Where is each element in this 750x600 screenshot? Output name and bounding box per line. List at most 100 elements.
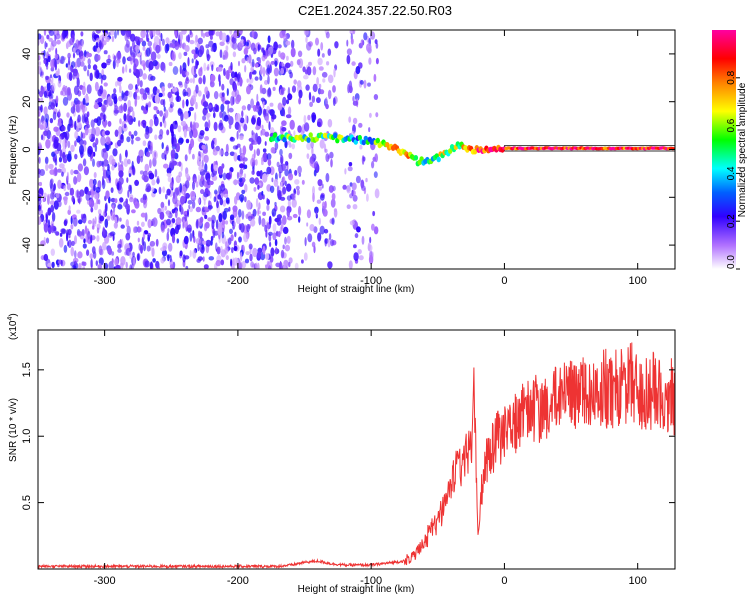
noise-point <box>136 226 142 233</box>
noise-point <box>172 120 178 130</box>
noise-point <box>58 238 64 248</box>
noise-point <box>80 131 83 141</box>
noise-point <box>274 142 279 150</box>
noise-point <box>142 109 148 115</box>
noise-point <box>248 243 253 250</box>
noise-point <box>353 252 359 262</box>
noise-point <box>195 34 198 43</box>
noise-point <box>252 140 258 145</box>
noise-point <box>287 173 294 181</box>
noise-point <box>210 235 214 241</box>
noise-point <box>202 256 205 262</box>
x-tick-label: -300 <box>94 575 116 587</box>
noise-point <box>57 179 62 189</box>
noise-point <box>317 179 323 187</box>
noise-point <box>259 75 263 81</box>
noise-point <box>239 40 244 49</box>
noise-point <box>192 76 195 84</box>
noise-point <box>309 156 315 165</box>
noise-point <box>94 81 99 92</box>
noise-point <box>124 32 129 42</box>
noise-point <box>211 172 215 178</box>
noise-point <box>348 116 352 123</box>
noise-point <box>99 215 105 222</box>
noise-point <box>355 175 361 184</box>
noise-point <box>305 36 308 43</box>
noise-point <box>138 120 141 127</box>
noise-point <box>139 54 142 65</box>
noise-point <box>215 259 221 267</box>
noise-point <box>296 80 302 88</box>
noise-point <box>325 31 330 39</box>
noise-point <box>90 207 94 213</box>
noise-point <box>168 242 173 252</box>
noise-point <box>87 230 91 240</box>
noise-point <box>102 148 107 153</box>
noise-point <box>54 150 60 155</box>
noise-point <box>104 32 108 40</box>
noise-point <box>215 104 220 113</box>
noise-point <box>294 262 299 269</box>
noise-point <box>312 185 315 196</box>
noise-point <box>147 40 153 47</box>
noise-point <box>204 86 209 95</box>
noise-point <box>348 162 353 167</box>
noise-point <box>146 151 151 158</box>
noise-point <box>265 253 270 260</box>
noise-point <box>244 41 249 46</box>
noise-point <box>200 175 204 182</box>
signal-point <box>448 148 453 154</box>
noise-point <box>208 104 212 109</box>
noise-point <box>186 76 189 82</box>
noise-point <box>291 198 297 208</box>
noise-point <box>72 217 78 227</box>
noise-point <box>204 188 209 194</box>
noise-point <box>246 85 251 95</box>
noise-point <box>306 153 310 160</box>
noise-point <box>197 37 203 45</box>
noise-point <box>246 199 252 210</box>
noise-point <box>165 37 170 44</box>
noise-point <box>96 235 100 242</box>
noise-point <box>97 97 103 103</box>
noise-point <box>313 169 317 177</box>
noise-point <box>195 181 199 188</box>
noise-point <box>178 52 182 60</box>
noise-point <box>120 133 124 144</box>
noise-point <box>152 150 158 160</box>
noise-point <box>284 236 287 245</box>
noise-point <box>346 54 351 65</box>
noise-point <box>102 175 104 186</box>
noise-point <box>154 113 157 119</box>
noise-point <box>268 109 273 114</box>
signal-point <box>375 137 380 144</box>
noise-point <box>182 62 187 72</box>
noise-point <box>157 89 160 94</box>
noise-point <box>306 41 312 51</box>
noise-point <box>289 71 293 79</box>
noise-point <box>209 192 212 199</box>
noise-point <box>132 251 135 258</box>
noise-point <box>218 122 224 131</box>
noise-point <box>233 257 239 266</box>
noise-point <box>327 89 332 100</box>
noise-point <box>43 223 49 233</box>
noise-point <box>123 113 127 122</box>
y-tick-label: 1.0 <box>21 429 33 444</box>
noise-point <box>360 179 365 189</box>
noise-point <box>188 106 194 112</box>
noise-point <box>155 106 159 114</box>
noise-point <box>282 226 289 234</box>
noise-point <box>175 143 180 153</box>
noise-point <box>265 116 269 124</box>
noise-point <box>116 30 120 36</box>
noise-point <box>133 257 136 267</box>
noise-point <box>155 30 161 36</box>
noise-point <box>170 43 175 48</box>
noise-point <box>174 187 179 197</box>
noise-point <box>217 194 221 200</box>
noise-point <box>140 212 146 218</box>
noise-point <box>45 42 48 48</box>
noise-point <box>324 200 327 209</box>
noise-point <box>70 246 75 257</box>
